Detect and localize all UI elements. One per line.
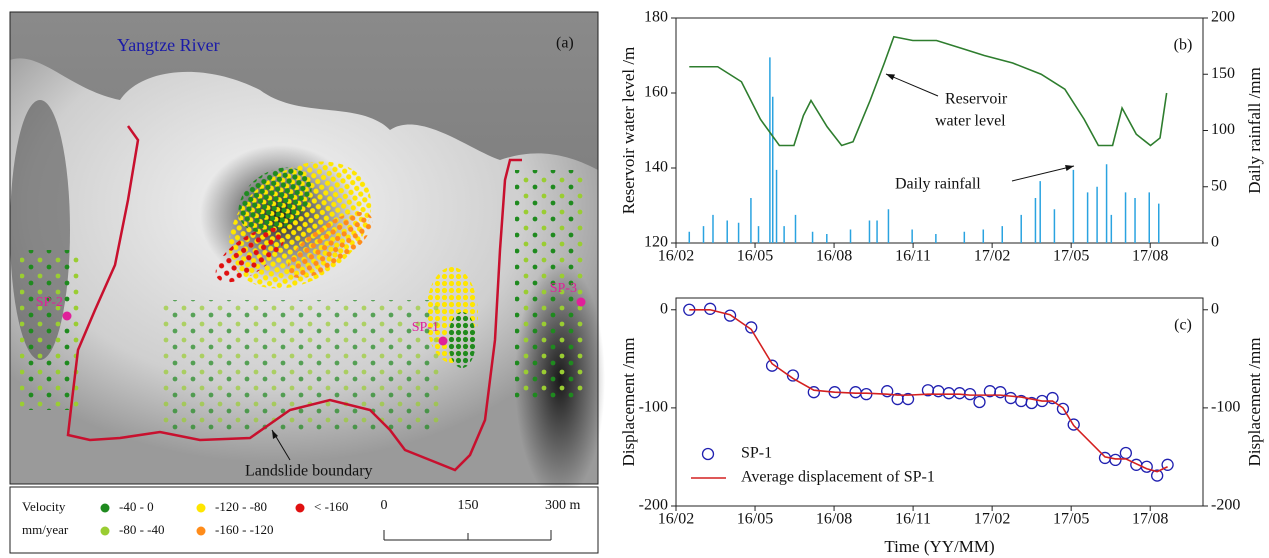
x-tick-label: 17/02 <box>974 511 1010 528</box>
data-point <box>1120 448 1131 459</box>
data-point <box>933 386 944 397</box>
annotation-arrow <box>1012 166 1074 181</box>
x-tick-label: 16/08 <box>816 511 852 528</box>
scale-bar-label: 300 m <box>545 498 581 513</box>
data-point <box>705 303 716 314</box>
x-axis-label: Time (YY/MM) <box>884 537 994 556</box>
data-point <box>725 310 736 321</box>
legend-label: -120 - -80 <box>215 499 267 514</box>
legend-box <box>10 487 598 553</box>
legend-title: Velocity <box>22 499 66 514</box>
data-point <box>943 388 954 399</box>
survey-point-label: SP-1 <box>412 320 439 335</box>
survey-point <box>577 298 586 307</box>
x-tick-label: 17/08 <box>1132 248 1168 265</box>
y2-axis-label: Displacement /mm <box>1245 338 1264 467</box>
x-tick-label: 16/11 <box>895 511 931 528</box>
river-label: Yangtze River <box>117 35 220 55</box>
annotation-arrow <box>886 74 938 96</box>
legend-marker <box>101 527 110 536</box>
y2-tick-label: 100 <box>1211 121 1235 138</box>
y-tick-label: -200 <box>639 497 668 514</box>
panel-label: (b) <box>1174 37 1193 54</box>
legend-label: < -160 <box>314 499 348 514</box>
arrow-head <box>886 74 895 80</box>
y2-tick-label: 50 <box>1211 177 1227 194</box>
annotation: Reservoir <box>945 91 1008 108</box>
x-tick-label: 17/05 <box>1053 511 1089 528</box>
y-axis-label: Reservoir water level /m <box>619 47 638 215</box>
scale-bar-label: 0 <box>381 498 388 513</box>
scale-bar-label: 150 <box>458 498 479 513</box>
plot-frame <box>676 18 1203 243</box>
x-tick-label: 17/08 <box>1132 511 1168 528</box>
y-tick-label: -100 <box>639 399 668 416</box>
annotation: water level <box>935 113 1006 130</box>
legend-marker <box>197 504 206 513</box>
legend-label: -40 - 0 <box>119 499 154 514</box>
survey-point <box>439 337 448 346</box>
legend-marker <box>703 449 714 460</box>
series-line <box>689 37 1166 146</box>
point-cluster <box>160 300 440 430</box>
data-point <box>1005 393 1016 404</box>
figure: Yangtze River (a) Landslide boundary Vel… <box>0 0 1269 558</box>
survey-point-label: SP-3 <box>550 281 577 296</box>
legend-title: mm/year <box>22 522 69 537</box>
legend-marker <box>296 504 305 513</box>
boundary-label: Landslide boundary <box>245 463 373 480</box>
y-tick-label: 120 <box>644 234 668 251</box>
legend-marker <box>101 504 110 513</box>
survey-point <box>63 312 72 321</box>
y-tick-label: 180 <box>644 9 668 26</box>
x-tick-label: 17/05 <box>1053 248 1089 265</box>
data-point <box>1110 454 1121 465</box>
legend-label: Average displacement of SP-1 <box>741 469 935 486</box>
legend-label: -160 - -120 <box>215 522 274 537</box>
panel-label: (c) <box>1174 317 1192 334</box>
y-tick-label: 160 <box>644 84 668 101</box>
y2-axis-label: Daily rainfall /mm <box>1245 67 1264 194</box>
y-tick-label: 0 <box>660 300 668 317</box>
point-cluster <box>448 312 476 368</box>
y2-tick-label: -200 <box>1211 497 1240 514</box>
x-tick-label: 16/05 <box>737 511 773 528</box>
legend-label: -80 - -40 <box>119 522 165 537</box>
point-cluster <box>20 250 80 410</box>
y-tick-label: 140 <box>644 159 668 176</box>
x-tick-label: 16/08 <box>816 248 852 265</box>
page: Yangtze River (a) Landslide boundary Vel… <box>0 0 1269 558</box>
panel-label: (a) <box>556 35 574 52</box>
x-tick-label: 16/11 <box>895 248 931 265</box>
y2-tick-label: -100 <box>1211 399 1240 416</box>
map-panel: Yangtze River (a) Landslide boundary Vel… <box>10 12 605 553</box>
y2-tick-label: 200 <box>1211 9 1235 26</box>
x-tick-label: 16/05 <box>737 248 773 265</box>
y2-tick-label: 0 <box>1211 234 1219 251</box>
data-point <box>954 388 965 399</box>
annotation: Daily rainfall <box>895 176 981 193</box>
y2-tick-label: 0 <box>1211 300 1219 317</box>
data-point <box>974 397 985 408</box>
y-axis-label: Displacement /mm <box>619 338 638 467</box>
legend-label: SP-1 <box>741 445 772 462</box>
survey-point-label: SP-2 <box>36 295 63 310</box>
x-tick-label: 17/02 <box>974 248 1010 265</box>
legend-marker <box>197 527 206 536</box>
y2-tick-label: 150 <box>1211 65 1235 82</box>
